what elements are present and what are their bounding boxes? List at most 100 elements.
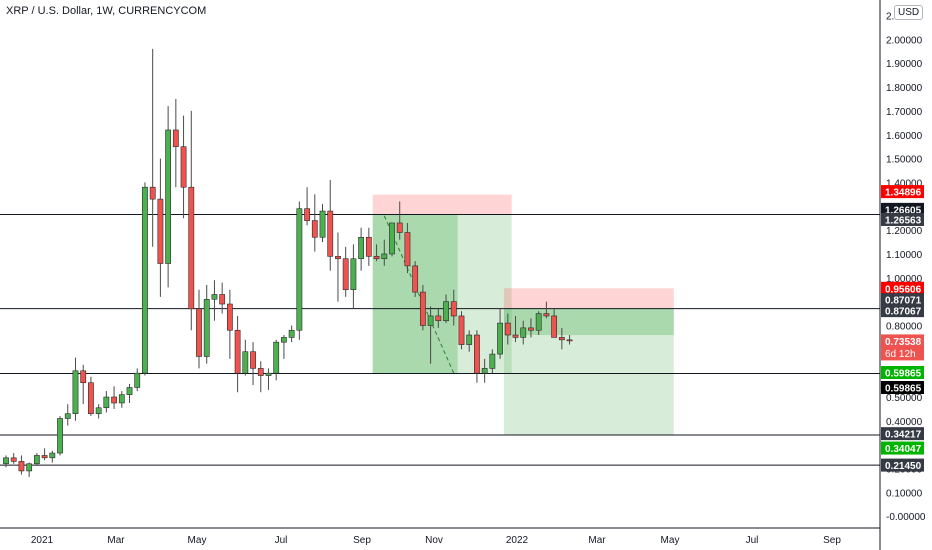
candle-body xyxy=(172,129,179,147)
candle-body xyxy=(427,315,434,326)
candle-body xyxy=(80,370,87,384)
candle-body xyxy=(157,198,164,264)
candle-body xyxy=(288,329,295,338)
candle-body xyxy=(126,387,133,395)
candle-body xyxy=(474,334,480,374)
y-tick-label: 1.90000 xyxy=(886,59,923,70)
candle-body xyxy=(142,186,148,374)
candle-body xyxy=(242,351,249,374)
price-label-text: 0.87067 xyxy=(885,307,922,318)
x-tick-label: Nov xyxy=(425,535,443,546)
candle-body xyxy=(535,313,542,331)
y-tick-label: 0.50000 xyxy=(886,393,923,404)
candle-body xyxy=(188,186,195,310)
candle-body xyxy=(551,315,558,338)
x-tick-label: Sep xyxy=(823,535,841,546)
y-tick-label: 0.40000 xyxy=(886,417,923,428)
candle-body xyxy=(88,382,94,415)
candle-body xyxy=(250,351,256,369)
candle-body xyxy=(327,210,334,257)
candle-body xyxy=(180,146,187,188)
price-label-text: 0.95606 xyxy=(885,284,922,295)
price-label-text: 0.34047 xyxy=(885,444,922,455)
candle-body xyxy=(520,327,527,338)
candle-body xyxy=(257,368,264,376)
price-label-text: 1.34896 xyxy=(885,188,922,199)
candle-body xyxy=(26,463,33,472)
price-label-bg xyxy=(881,441,924,455)
x-tick-label: Jul xyxy=(746,535,759,546)
candle-body xyxy=(219,294,226,305)
y-tick-label: 1.10000 xyxy=(886,250,923,261)
candle-body xyxy=(311,220,318,238)
price-label-text: 0.34217 xyxy=(885,430,922,441)
price-label-text: 0.73538 xyxy=(885,337,922,348)
y-tick-label: 0.10000 xyxy=(886,488,923,499)
candle-body xyxy=(458,315,465,345)
stop-zone-2 xyxy=(503,288,674,309)
candle-body xyxy=(350,258,357,291)
price-label-text: 0.21450 xyxy=(885,461,922,472)
price-label-bg xyxy=(881,212,924,226)
candle-body xyxy=(497,322,503,355)
countdown-label-text: 6d 12h xyxy=(885,349,916,360)
candle-body xyxy=(33,455,40,465)
time-axis-background xyxy=(0,528,880,550)
candle-body xyxy=(149,186,156,200)
candle-body xyxy=(265,372,272,376)
candle-body xyxy=(512,334,519,338)
candle-body xyxy=(111,396,117,404)
candle-body xyxy=(72,370,79,415)
candle-body xyxy=(396,222,403,233)
y-tick-label: -0.00000 xyxy=(886,512,926,523)
candle-body xyxy=(443,301,449,322)
candle-body xyxy=(342,258,349,291)
x-tick-label: May xyxy=(188,535,207,546)
price-label-bg xyxy=(881,334,924,361)
candle-body xyxy=(404,232,411,267)
y-tick-label: 1.20000 xyxy=(886,226,923,237)
y-tick-label: 1.80000 xyxy=(886,83,923,94)
candle-body xyxy=(450,301,457,317)
candle-body xyxy=(504,322,511,336)
dashed-projection-line xyxy=(383,215,455,374)
candle-body xyxy=(95,407,102,415)
price-label-text: 1.26563 xyxy=(885,215,922,226)
y-tick-label: 1.60000 xyxy=(886,131,923,142)
candle-body xyxy=(412,265,419,293)
candle-body xyxy=(435,315,442,322)
candle-body xyxy=(134,372,141,388)
price-label-bg xyxy=(881,202,924,216)
y-tick-label: 2.00000 xyxy=(886,35,923,46)
candle-body xyxy=(3,457,9,465)
candle-body xyxy=(373,256,380,260)
price-label-bg xyxy=(881,427,924,441)
candle-body xyxy=(165,129,172,264)
price-label-text: 0.59865 xyxy=(885,368,922,379)
y-tick-label: 1.50000 xyxy=(886,155,923,166)
candle-body xyxy=(18,461,25,472)
candle-body xyxy=(57,418,63,454)
candle-body xyxy=(41,455,48,459)
candle-body xyxy=(103,396,110,409)
symbol-title: XRP / U.S. Dollar, 1W, CURRENCYCOM xyxy=(6,5,207,17)
x-tick-label: Sep xyxy=(353,535,371,546)
x-tick-label: Mar xyxy=(107,535,125,546)
candle-body xyxy=(489,353,496,369)
candle-body xyxy=(528,327,534,331)
y-tick-label: 0.80000 xyxy=(886,321,923,332)
price-label-text: 0.59865 xyxy=(885,383,922,394)
candle-body xyxy=(234,329,241,374)
x-tick-label: Jul xyxy=(275,535,288,546)
currency-button[interactable]: USD xyxy=(894,5,924,20)
price-label-bg xyxy=(881,293,924,307)
stop-zone-0 xyxy=(372,194,512,215)
price-label-bg xyxy=(881,281,924,295)
candle-body xyxy=(211,294,218,300)
price-label-text: 0.87071 xyxy=(885,296,922,307)
price-label-text: 1.26605 xyxy=(885,205,922,216)
price-label-bg xyxy=(881,380,924,394)
candle-body xyxy=(566,339,573,342)
price-label-bg xyxy=(881,304,924,318)
